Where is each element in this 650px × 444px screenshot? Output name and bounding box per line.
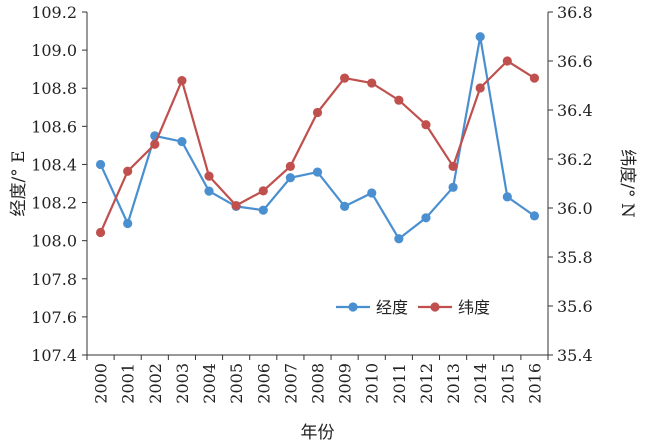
x-tick-label: 2004 (200, 363, 219, 404)
x-axis-title: 年份 (301, 423, 335, 443)
right-y-tick-label: 36.2 (557, 150, 593, 169)
x-tick-label: 2013 (444, 363, 463, 404)
series-line-经度 (99, 36, 536, 241)
data-point-纬度 (258, 186, 268, 196)
data-point-纬度 (231, 200, 241, 211)
left-y-tick-label: 107.4 (31, 346, 77, 365)
x-tick-label: 2009 (336, 363, 355, 404)
data-point-纬度 (177, 76, 187, 86)
x-tick-label: 2015 (498, 363, 517, 404)
left-y-tick-label: 108.6 (31, 117, 77, 136)
left-y-axis-title: 经度/° E (9, 150, 29, 216)
left-y-tick-label: 109.0 (31, 41, 77, 60)
data-point-纬度 (394, 95, 404, 105)
data-point-经度 (177, 136, 187, 147)
right-y-tick-label: 36.4 (557, 101, 593, 120)
left-y-tick-label: 108.2 (31, 194, 77, 213)
right-y-tick-label: 36.6 (557, 52, 593, 71)
data-point-纬度 (312, 107, 323, 118)
data-point-经度 (421, 213, 431, 223)
data-point-经度 (394, 234, 404, 244)
data-point-纬度 (340, 73, 350, 83)
data-point-经度 (95, 159, 106, 170)
right-y-axis-title: 纬度/° N (617, 149, 637, 218)
right-y-tick-label: 35.8 (557, 248, 593, 267)
legend: 经度 纬度 (336, 298, 490, 317)
data-point-经度 (123, 218, 133, 229)
right-y-tick-label: 35.4 (557, 346, 593, 365)
data-point-经度 (340, 201, 350, 211)
data-point-经度 (475, 32, 485, 42)
data-point-纬度 (204, 171, 214, 181)
left-y-tick-label: 109.2 (31, 3, 77, 22)
x-tick-label: 2008 (309, 363, 328, 404)
x-tick-label: 2011 (390, 363, 409, 404)
data-point-纬度 (367, 78, 377, 88)
legend-swatch-marker (348, 302, 358, 312)
x-tick-label: 2000 (92, 363, 111, 404)
series (95, 32, 540, 244)
data-point-纬度 (502, 56, 512, 66)
axes (82, 11, 553, 360)
data-point-纬度 (285, 161, 295, 171)
x-tick-label: 2005 (227, 363, 246, 404)
data-point-纬度 (529, 73, 540, 83)
data-point-经度 (502, 192, 512, 202)
data-point-纬度 (123, 166, 133, 176)
right-y-tick-label: 36.0 (557, 199, 593, 218)
data-point-经度 (312, 167, 323, 177)
data-point-纬度 (95, 227, 106, 238)
x-tick-label: 2007 (281, 363, 300, 404)
x-tick-label: 2006 (254, 363, 273, 404)
left-y-tick-label: 107.6 (31, 308, 77, 327)
x-tick-label: 2001 (119, 363, 138, 404)
tick-labels: 107.4 107.6 107.8 108.0 108.2 108.4 108.6 108.8… (31, 3, 592, 404)
legend-label: 经度 (376, 298, 408, 317)
series-line-纬度 (99, 59, 535, 233)
data-point-纬度 (150, 139, 160, 149)
x-tick-label: 2012 (417, 363, 436, 404)
left-y-tick-label: 108.0 (31, 232, 77, 251)
data-point-经度 (258, 205, 268, 215)
data-point-纬度 (475, 83, 485, 93)
left-y-tick-label: 107.8 (31, 270, 77, 289)
x-tick-label: 2010 (363, 363, 382, 404)
data-point-经度 (448, 182, 458, 192)
legend-swatch-marker (430, 302, 440, 312)
left-y-tick-label: 108.4 (31, 155, 77, 174)
data-point-纬度 (421, 120, 431, 130)
data-point-经度 (367, 188, 377, 198)
left-y-tick-label: 108.8 (31, 79, 77, 98)
x-tick-label: 2014 (471, 363, 490, 404)
right-y-tick-label: 35.6 (557, 297, 593, 316)
right-y-tick-label: 36.8 (557, 3, 593, 22)
data-point-纬度 (448, 161, 458, 171)
data-point-经度 (285, 173, 295, 183)
x-tick-label: 2003 (173, 363, 192, 404)
x-tick-label: 2002 (146, 363, 165, 404)
legend-label: 纬度 (458, 298, 490, 317)
data-point-经度 (204, 186, 214, 196)
x-tick-label: 2016 (525, 363, 544, 404)
data-point-经度 (529, 211, 540, 221)
